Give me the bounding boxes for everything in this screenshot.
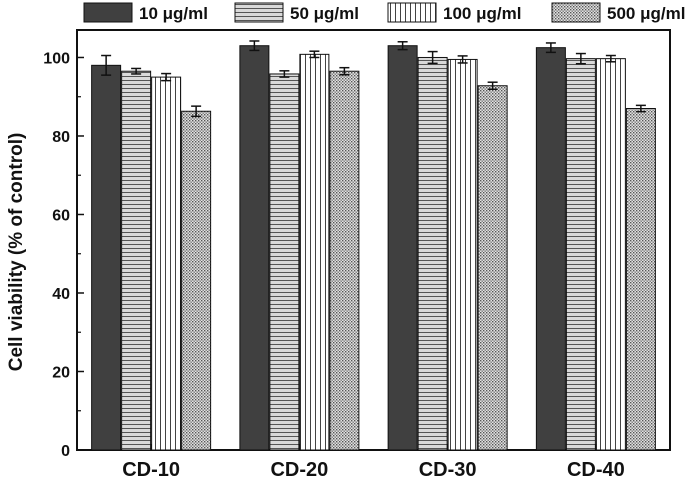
plot-area — [76, 29, 671, 451]
legend-swatch — [387, 2, 437, 23]
legend-swatch — [234, 2, 284, 23]
y-tick-label: 100 — [43, 50, 70, 67]
x-tick-label: CD-30 — [419, 459, 477, 481]
y-axis-title: Cell viability (% of control) — [6, 133, 27, 372]
bar — [91, 64, 122, 451]
bar — [447, 58, 478, 451]
bar — [595, 58, 626, 451]
bar — [299, 53, 330, 451]
bar — [329, 70, 360, 451]
y-axis: 0 20 40 60 80 100 — [43, 50, 84, 460]
bar — [181, 110, 212, 451]
x-tick-label: CD-40 — [567, 459, 625, 481]
legend-label: 100 μg/ml — [443, 4, 521, 23]
y-tick-label: 40 — [52, 286, 70, 303]
bar — [417, 56, 448, 451]
bar — [121, 70, 152, 451]
legend-label: 10 μg/ml — [139, 4, 208, 23]
bar — [269, 73, 300, 451]
x-tick-label: CD-10 — [122, 459, 180, 481]
y-tick-label: 20 — [52, 364, 70, 381]
bar — [535, 47, 566, 451]
bar — [387, 45, 418, 451]
plot-frame — [76, 29, 671, 451]
bar — [565, 58, 596, 451]
y-tick-label: 80 — [52, 129, 70, 146]
bar — [625, 108, 656, 451]
legend-label: 50 μg/ml — [290, 4, 359, 23]
bar — [239, 45, 270, 451]
legend: 10 μg/ml 50 μg/ml 100 μg/ml 500 μg/ml — [83, 2, 685, 23]
x-tick-label: CD-20 — [270, 459, 328, 481]
bar — [477, 85, 508, 451]
y-tick-label: 0 — [61, 443, 70, 460]
legend-swatch — [83, 2, 133, 23]
legend-swatch — [551, 2, 601, 23]
legend-label: 500 μg/ml — [607, 4, 685, 23]
bar — [151, 76, 182, 451]
x-axis: CD-10 CD-20 CD-30 CD-40 — [122, 444, 625, 481]
y-tick-label: 60 — [52, 207, 70, 224]
